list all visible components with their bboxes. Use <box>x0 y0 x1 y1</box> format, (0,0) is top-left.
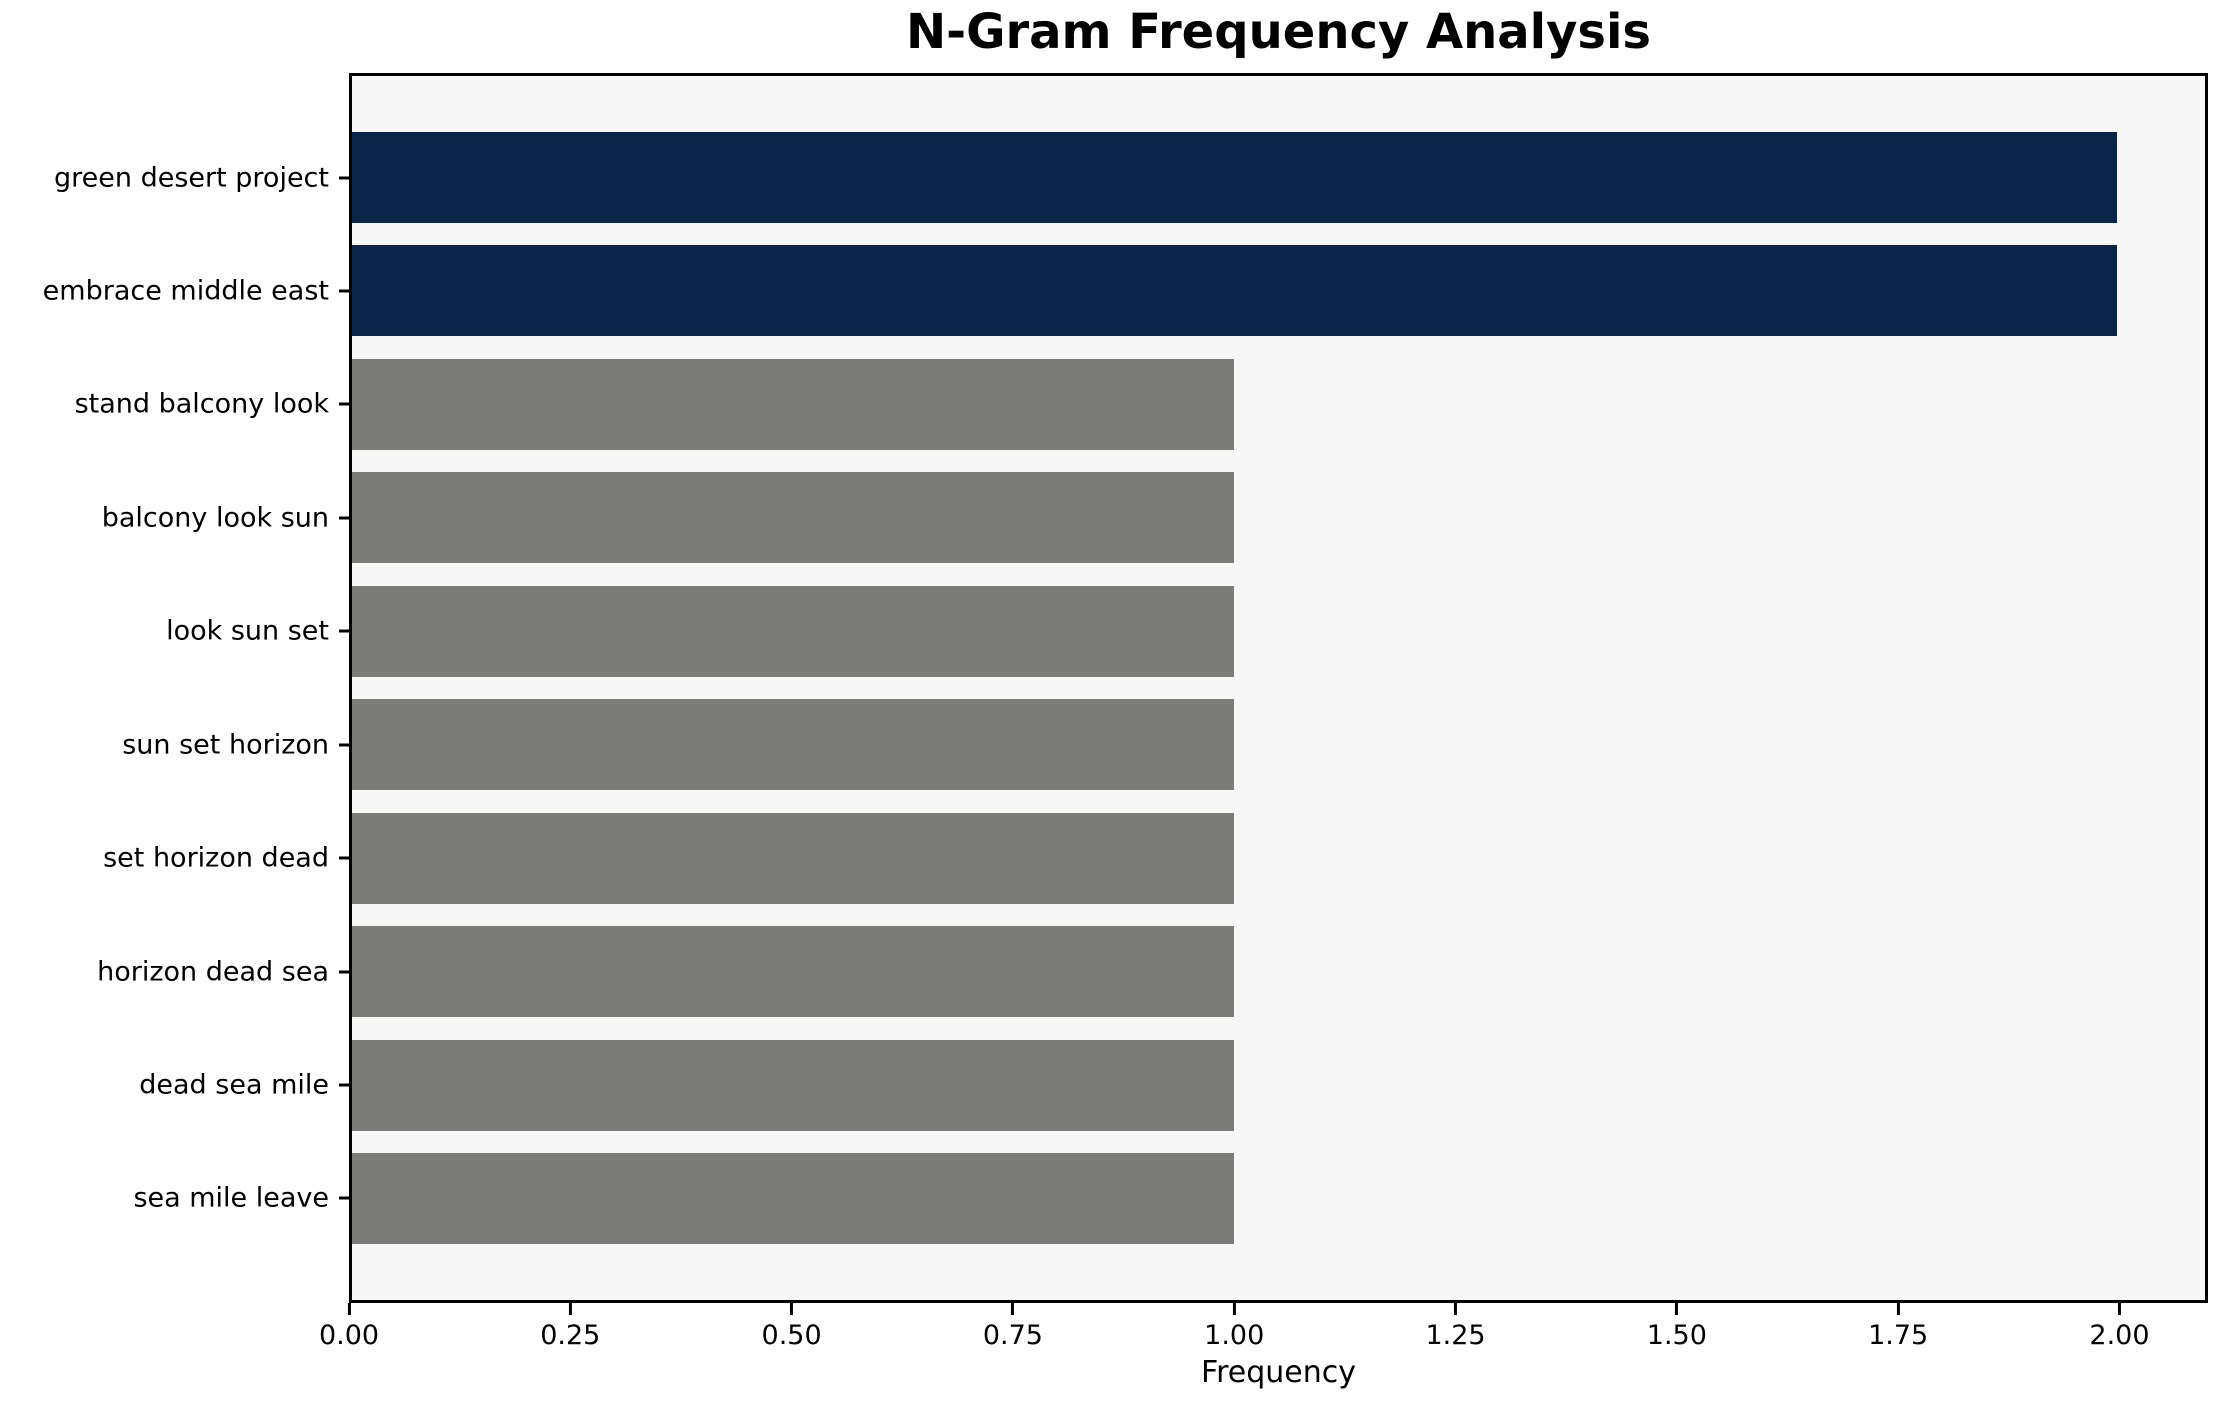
y-tick-mark <box>339 516 349 520</box>
bar-row: embrace middle east <box>43 245 2205 337</box>
bar-row: horizon dead sea <box>97 926 2205 1018</box>
bar-row: stand balcony look <box>75 358 2205 450</box>
x-tick-label: 0.25 <box>540 1320 601 1351</box>
bar <box>352 245 2117 337</box>
bar <box>352 132 2117 223</box>
y-tick-label: green desert project <box>54 162 329 193</box>
bar <box>352 1152 1235 1244</box>
y-tick-label: sea mile leave <box>133 1182 329 1214</box>
x-tick: 1.25 <box>1425 1303 1486 1351</box>
x-axis-label: Frequency <box>1201 1355 1356 1390</box>
y-tick-mark <box>339 629 349 633</box>
bar-row: green desert project <box>54 132 2205 223</box>
bar <box>352 699 1235 791</box>
bar-row: sea mile leave <box>133 1152 2205 1244</box>
chart-title: N-Gram Frequency Analysis <box>906 4 1651 60</box>
y-tick-label: look sun set <box>166 615 329 647</box>
x-tick: 0.25 <box>540 1303 600 1349</box>
x-tick-mark <box>347 1303 351 1315</box>
bar <box>352 472 1235 564</box>
x-tick-mark <box>1232 1303 1236 1315</box>
x-tick-mark <box>790 1303 794 1315</box>
x-tick: 0.75 <box>983 1303 1043 1349</box>
bar <box>352 812 1235 904</box>
bar-row: look sun set <box>166 585 2205 677</box>
x-tick: 1.50 <box>1647 1303 1707 1349</box>
x-tick: 0.00 <box>319 1303 379 1349</box>
y-tick-mark <box>339 1196 349 1200</box>
y-tick-label: stand balcony look <box>74 388 329 420</box>
y-tick-mark <box>339 176 349 179</box>
y-tick-mark <box>339 1083 349 1087</box>
x-tick-label: 2.00 <box>2089 1320 2150 1351</box>
x-tick-mark <box>2117 1303 2121 1315</box>
y-tick-label: sun set horizon <box>122 729 329 761</box>
x-tick: 0.50 <box>762 1303 822 1349</box>
y-tick-mark <box>339 856 349 860</box>
x-tick-mark <box>1454 1303 1458 1315</box>
bar <box>352 926 1235 1018</box>
y-tick-mark <box>339 289 349 293</box>
bar <box>352 358 1235 450</box>
x-axis: 0.00 0.25 0.50 0.75 1.00 1.25 1.50 1.75 2.00 <box>319 1303 2208 1363</box>
y-tick-mark <box>339 743 349 747</box>
y-tick-label: set horizon dead <box>103 842 329 874</box>
bar-row: balcony look sun <box>102 472 2205 564</box>
x-tick-label: 1.50 <box>1646 1320 1707 1351</box>
x-tick-label: 0.75 <box>982 1320 1043 1351</box>
x-tick: 1.75 <box>1868 1303 1928 1349</box>
bar-row: set horizon dead <box>103 812 2205 904</box>
bar-row: sun set horizon <box>122 699 2205 791</box>
x-tick-mark <box>1011 1303 1015 1315</box>
x-tick-label: 0.00 <box>318 1320 380 1351</box>
plot-area: green desert project embrace middle east s… <box>43 73 2208 1303</box>
y-tick-label: embrace middle east <box>42 275 329 307</box>
bar-rows: green desert project embrace middle east s… <box>43 76 2205 1300</box>
bar-row: dead sea mile <box>139 1039 2205 1131</box>
x-tick: 2.00 <box>2089 1303 2150 1351</box>
y-tick-mark <box>339 970 349 974</box>
y-tick-label: balcony look sun <box>101 502 329 534</box>
y-tick-label: horizon dead sea <box>97 956 329 988</box>
x-tick-mark <box>1896 1303 1900 1315</box>
x-tick-label: 0.50 <box>761 1320 822 1351</box>
bar <box>352 585 1235 677</box>
x-tick-label: 1.00 <box>1204 1320 1265 1351</box>
x-tick-label: 1.75 <box>1868 1320 1929 1351</box>
x-tick-mark <box>1675 1303 1679 1315</box>
y-tick-label: dead sea mile <box>139 1069 329 1101</box>
x-tick-label: 1.25 <box>1425 1320 1486 1351</box>
bar <box>352 1039 1235 1131</box>
x-tick-mark <box>568 1303 572 1315</box>
y-tick-mark <box>339 402 349 406</box>
x-tick: 1.00 <box>1204 1303 1264 1349</box>
